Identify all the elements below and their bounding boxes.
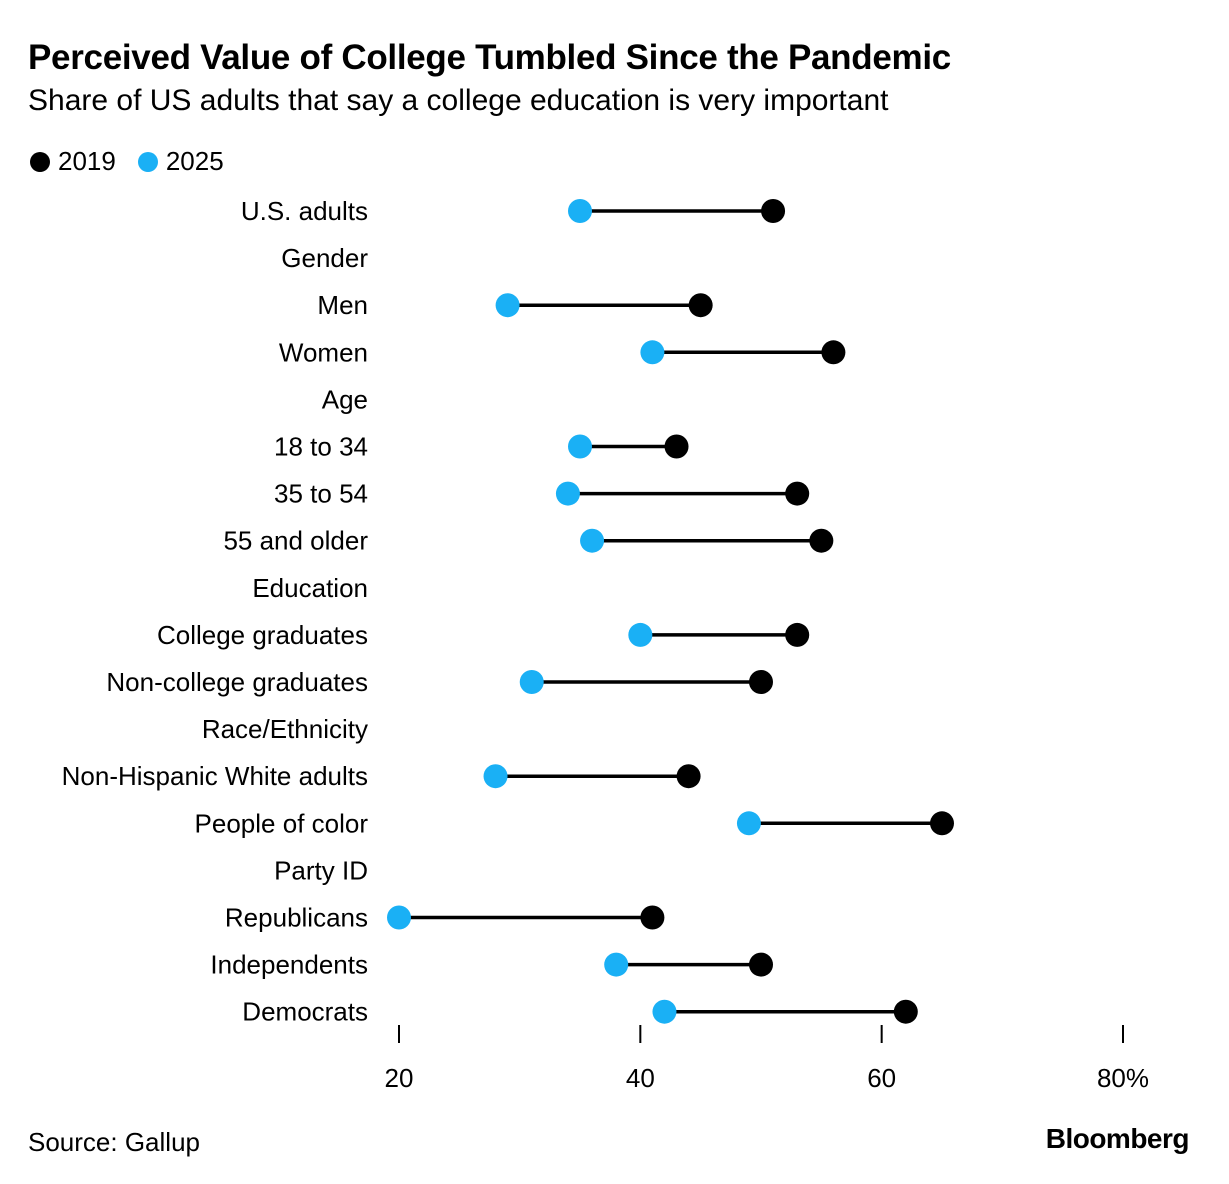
row-label-republicans: Republicans <box>225 903 368 933</box>
source-note: Source: Gallup <box>28 1127 200 1157</box>
point-2025-35-to-54 <box>555 481 580 506</box>
x-tick-label-60: 60 <box>867 1063 896 1093</box>
row-label-u-s-adults: U.S. adults <box>241 196 368 226</box>
point-2019-men <box>688 293 713 318</box>
point-2025-men <box>495 293 520 318</box>
legend-swatch-2019 <box>30 151 50 172</box>
point-2019-55-and-older <box>809 528 834 553</box>
row-label-democrats: Democrats <box>242 997 368 1027</box>
legend-item-2019: 2019 <box>30 146 116 177</box>
point-2025-18-to-34 <box>568 434 592 459</box>
legend-label-2019: 2019 <box>58 146 116 176</box>
point-2019-women <box>821 340 846 365</box>
point-2019-non-college-graduates <box>749 670 773 694</box>
point-2019-independents <box>749 952 773 977</box>
row-label-non-hispanic-white-adults: Non-Hispanic White adults <box>62 761 368 791</box>
chart-title: Perceived Value of College Tumbled Since… <box>28 38 951 77</box>
x-tick-label-40: 40 <box>626 1063 655 1093</box>
point-2025-non-hispanic-white-adults <box>483 764 508 789</box>
row-label-35-to-54: 35 to 54 <box>274 479 368 509</box>
group-header-gender: Gender <box>281 243 368 273</box>
legend-item-2025: 2025 <box>137 146 224 177</box>
point-2025-u-s-adults <box>568 199 592 223</box>
point-2019-18-to-34 <box>664 434 689 459</box>
row-label-non-college-graduates: Non-college graduates <box>106 667 368 697</box>
legend-swatch-2025 <box>137 151 158 172</box>
row-label-independents: Independents <box>210 950 368 980</box>
row-label-college-graduates: College graduates <box>157 620 368 650</box>
row-label-18-to-34: 18 to 34 <box>274 432 368 462</box>
point-2019-republicans <box>640 905 665 930</box>
row-label-women: Women <box>279 337 368 367</box>
row-label-55-and-older: 55 and older <box>223 526 368 556</box>
chart-subtitle: Share of US adults that say a college ed… <box>28 84 889 117</box>
point-2019-democrats <box>893 999 918 1024</box>
point-2019-college-graduates <box>785 622 810 647</box>
point-2019-non-hispanic-white-adults <box>676 764 701 789</box>
group-header-age: Age <box>322 384 368 414</box>
chart-legend: 2019 2025 <box>30 146 246 177</box>
group-header-education: Education <box>252 573 368 603</box>
point-2019-u-s-adults <box>761 199 786 223</box>
point-2025-independents <box>604 952 629 977</box>
point-2025-people-of-color <box>736 811 761 836</box>
x-tick-label-20: 20 <box>385 1063 414 1093</box>
point-2025-non-college-graduates <box>519 670 544 694</box>
point-2025-college-graduates <box>628 622 653 647</box>
point-2025-democrats <box>652 999 677 1024</box>
brand-logo: Bloomberg <box>1045 1123 1190 1154</box>
legend-label-2025: 2025 <box>165 146 224 176</box>
point-2025-women <box>640 340 665 365</box>
row-label-people-of-color: People of color <box>195 808 369 838</box>
point-2025-55-and-older <box>580 528 605 553</box>
group-header-race-ethnicity: Race/Ethnicity <box>202 714 368 744</box>
point-2019-35-to-54 <box>785 481 810 506</box>
x-tick-label-80: 80% <box>1097 1063 1149 1093</box>
point-2019-people-of-color <box>930 811 954 836</box>
point-2025-republicans <box>387 905 411 930</box>
row-label-men: Men <box>317 290 368 320</box>
group-header-party-id: Party ID <box>274 855 368 885</box>
